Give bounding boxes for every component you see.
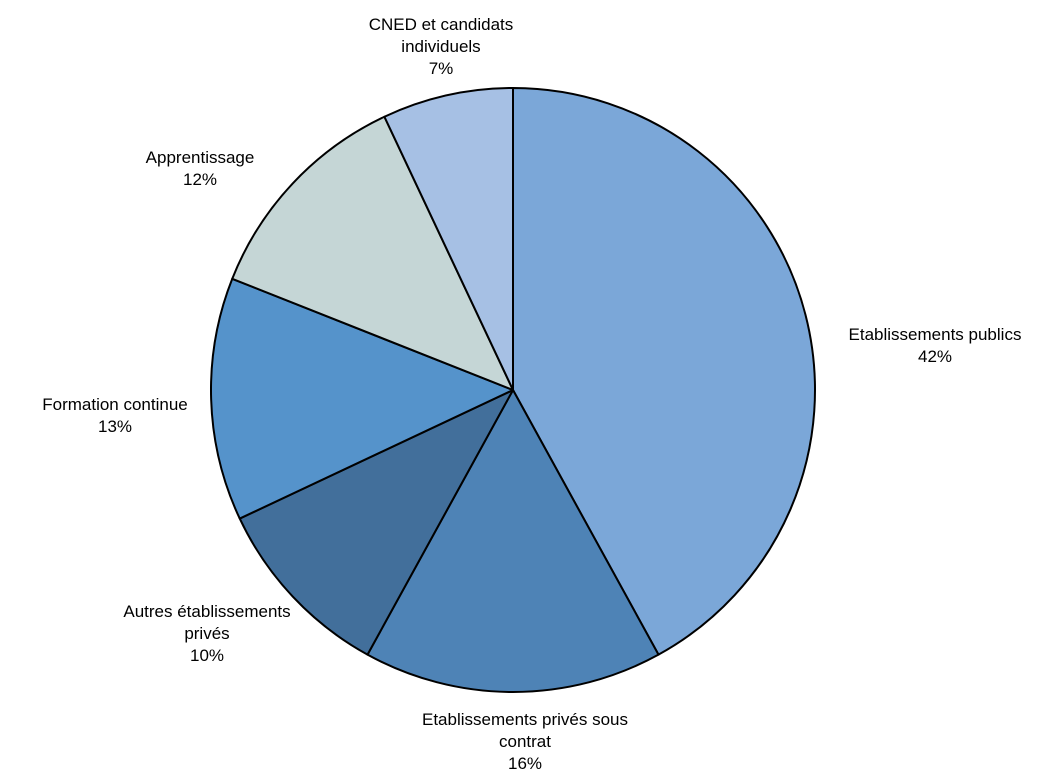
slice-name-line: Autres établissements xyxy=(123,602,290,621)
slice-name-line: contrat xyxy=(499,732,551,751)
slice-label-6: CNED et candidats individuels 7% xyxy=(369,15,514,78)
pie-slice-1 xyxy=(512,87,816,656)
pie-slice-6 xyxy=(383,87,514,391)
slice-percent: 16% xyxy=(508,754,542,773)
slice-percent: 12% xyxy=(183,170,217,189)
slice-percent: 42% xyxy=(918,347,952,366)
slice-label-3: Autres établissements privés 10% xyxy=(123,602,290,665)
pie-slice-3 xyxy=(238,389,514,656)
slice-percent: 10% xyxy=(190,646,224,665)
slice-name-line: Formation continue xyxy=(42,395,188,414)
slice-label-4: Formation continue 13% xyxy=(42,395,188,436)
slice-name-line: privés xyxy=(184,624,229,643)
pie-slice-4 xyxy=(210,277,514,520)
slice-name-line: CNED et candidats xyxy=(369,15,514,34)
pie-slice-5 xyxy=(231,115,514,391)
pie-labels: Etablissements publics 42%Etablissements … xyxy=(42,15,1021,773)
pie-slice-2 xyxy=(366,389,660,693)
slice-percent: 13% xyxy=(98,417,132,436)
slice-percent: 7% xyxy=(429,59,454,78)
slice-label-2: Etablissements privés sous contrat 16% xyxy=(422,710,628,773)
slice-name-line: Etablissements privés sous xyxy=(422,710,628,729)
slice-label-5: Apprentissage 12% xyxy=(146,148,255,189)
slice-name-line: individuels xyxy=(401,37,480,56)
slice-name-line: Etablissements publics xyxy=(849,325,1022,344)
slice-name-line: Apprentissage xyxy=(146,148,255,167)
pie-slices xyxy=(210,87,816,693)
slice-label-1: Etablissements publics 42% xyxy=(849,325,1022,366)
